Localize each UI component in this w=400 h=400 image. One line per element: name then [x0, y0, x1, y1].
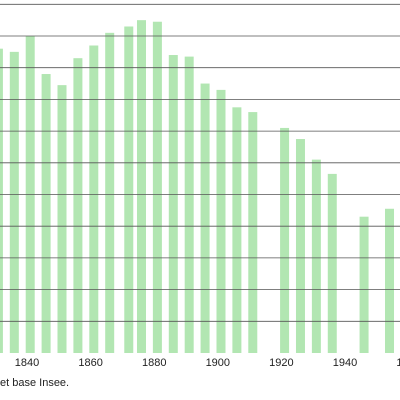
bar	[136, 20, 146, 354]
bar	[0, 48, 3, 354]
x-tick-label: 1860	[78, 357, 102, 369]
bar	[216, 89, 226, 353]
bar	[124, 26, 134, 354]
bar	[280, 127, 290, 354]
x-tick-label: 1880	[142, 357, 166, 369]
x-tick-label: 1940	[333, 357, 357, 369]
x-tick-label: 1900	[206, 357, 230, 369]
bar	[105, 32, 115, 353]
x-tick-label: 1920	[269, 357, 293, 369]
x-tick-label: 1960	[396, 357, 400, 369]
x-tick-label: 1840	[15, 357, 39, 369]
source-note: et base Insee.	[0, 377, 69, 389]
bar	[359, 216, 369, 353]
bar	[41, 74, 51, 353]
bar	[57, 85, 67, 353]
bar	[248, 112, 258, 353]
bar	[200, 83, 210, 354]
bar	[232, 107, 242, 353]
bar	[168, 55, 178, 354]
bar	[9, 51, 19, 353]
bar	[73, 58, 83, 353]
bar	[311, 159, 321, 353]
bar	[152, 21, 162, 354]
bar	[327, 173, 337, 353]
bar	[295, 139, 305, 353]
bar	[184, 56, 194, 353]
bar	[89, 45, 99, 353]
bar	[385, 208, 395, 353]
